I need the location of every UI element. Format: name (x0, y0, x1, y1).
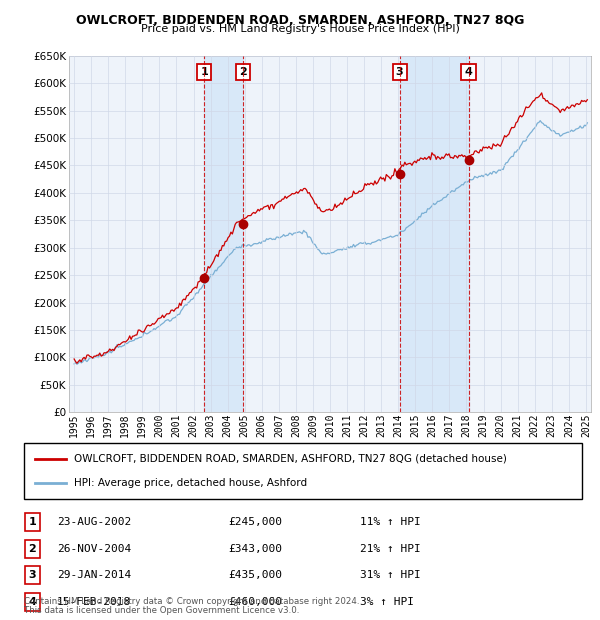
Bar (205, 56, 243, 412)
Text: OWLCROFT, BIDDENDEN ROAD, SMARDEN, ASHFORD, TN27 8QG: OWLCROFT, BIDDENDEN ROAD, SMARDEN, ASHFO… (76, 14, 524, 27)
Text: £435,000: £435,000 (228, 570, 282, 580)
Text: 1: 1 (200, 67, 208, 77)
Text: 31% ↑ HPI: 31% ↑ HPI (360, 570, 421, 580)
Text: 3: 3 (396, 67, 403, 77)
Text: 4: 4 (464, 67, 472, 77)
Text: OWLCROFT, BIDDENDEN ROAD, SMARDEN, ASHFORD, TN27 8QG (detached house): OWLCROFT, BIDDENDEN ROAD, SMARDEN, ASHFO… (74, 454, 507, 464)
Text: 3: 3 (29, 570, 36, 580)
Text: 21% ↑ HPI: 21% ↑ HPI (360, 544, 421, 554)
Bar (400, 56, 469, 412)
FancyBboxPatch shape (25, 540, 40, 557)
FancyBboxPatch shape (24, 443, 582, 499)
Text: 26-NOV-2004: 26-NOV-2004 (57, 544, 131, 554)
Text: This data is licensed under the Open Government Licence v3.0.: This data is licensed under the Open Gov… (24, 606, 299, 615)
FancyBboxPatch shape (25, 567, 40, 584)
FancyBboxPatch shape (25, 513, 40, 531)
Text: 2: 2 (29, 544, 36, 554)
Text: £245,000: £245,000 (228, 517, 282, 527)
Text: 1: 1 (29, 517, 36, 527)
Text: 2: 2 (239, 67, 247, 77)
Text: £460,000: £460,000 (228, 597, 282, 607)
Text: HPI: Average price, detached house, Ashford: HPI: Average price, detached house, Ashf… (74, 479, 307, 489)
FancyBboxPatch shape (25, 593, 40, 611)
Text: £343,000: £343,000 (228, 544, 282, 554)
Text: 3% ↑ HPI: 3% ↑ HPI (360, 597, 414, 607)
Text: 15-FEB-2018: 15-FEB-2018 (57, 597, 131, 607)
Text: Price paid vs. HM Land Registry's House Price Index (HPI): Price paid vs. HM Land Registry's House … (140, 24, 460, 33)
Text: 29-JAN-2014: 29-JAN-2014 (57, 570, 131, 580)
Text: Contains HM Land Registry data © Crown copyright and database right 2024.: Contains HM Land Registry data © Crown c… (24, 597, 359, 606)
Text: 11% ↑ HPI: 11% ↑ HPI (360, 517, 421, 527)
Text: 23-AUG-2002: 23-AUG-2002 (57, 517, 131, 527)
Text: 4: 4 (28, 597, 37, 607)
